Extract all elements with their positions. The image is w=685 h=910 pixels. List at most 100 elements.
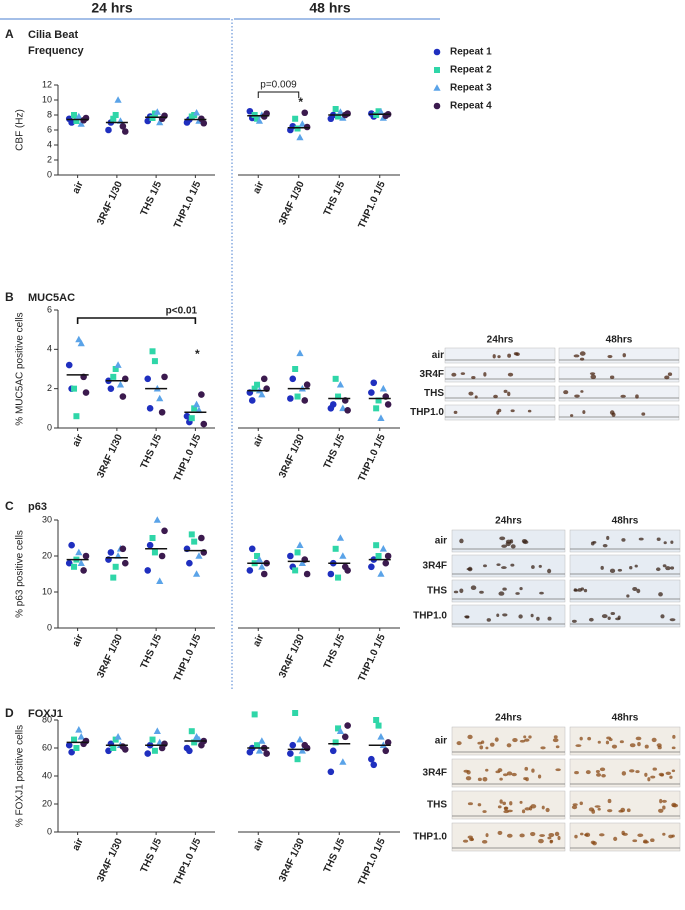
stained-nucleus (545, 807, 550, 813)
panel-letter: D (5, 706, 14, 720)
data-point (368, 755, 375, 763)
stained-nucleus (588, 617, 594, 622)
data-point (158, 552, 166, 560)
legend-marker (434, 67, 440, 73)
image-row-label: THP1.0 (413, 611, 447, 622)
significance-star: * (195, 347, 200, 361)
data-point (375, 108, 382, 115)
stained-nucleus (459, 538, 464, 544)
data-point (260, 375, 268, 383)
y-tick-label: 2 (47, 383, 52, 393)
image-row-label: air (432, 350, 444, 361)
stained-nucleus (637, 833, 644, 838)
stained-nucleus (502, 613, 508, 617)
stained-nucleus (588, 807, 595, 812)
stained-nucleus (510, 563, 515, 567)
x-tick-label: THS 1/5 (322, 836, 348, 874)
data-point (298, 559, 306, 566)
stained-nucleus (662, 805, 666, 810)
stained-nucleus (502, 773, 509, 777)
stained-nucleus (466, 770, 471, 775)
data-point (251, 385, 258, 392)
data-point (344, 567, 351, 574)
significance-bracket (257, 91, 300, 98)
data-point (200, 119, 208, 127)
stained-nucleus (506, 771, 513, 776)
data-point (379, 384, 387, 392)
data-point (336, 108, 345, 115)
y-tick-label: 80 (42, 714, 52, 724)
data-point (198, 391, 205, 398)
stained-nucleus (607, 616, 611, 620)
image-column-label: 48hrs (612, 713, 639, 724)
data-point (146, 541, 154, 549)
data-point (71, 736, 78, 743)
data-point (379, 545, 387, 552)
stained-nucleus (539, 834, 546, 837)
image-row-label: air (435, 536, 447, 547)
y-axis-label: % FOXJ1 positive cells (15, 725, 26, 827)
data-point (260, 570, 268, 578)
x-tick-label: air (71, 433, 86, 449)
data-point (303, 570, 311, 578)
data-point (82, 737, 90, 745)
data-point (112, 366, 119, 372)
x-tick-label: THP1.0 1/5 (172, 836, 204, 887)
data-point (188, 728, 195, 735)
data-point (195, 552, 203, 559)
data-point (368, 563, 375, 571)
stained-nucleus (609, 375, 615, 380)
stained-nucleus (486, 618, 491, 622)
stained-nucleus (621, 830, 625, 836)
image-column-label: 24hrs (495, 713, 522, 724)
column-header: 24 hrs (91, 0, 132, 16)
data-point (68, 748, 75, 756)
data-point (156, 577, 164, 584)
stained-nucleus (519, 833, 525, 838)
y-tick-label: 30 (42, 514, 52, 524)
x-tick-label: THP1.0 1/5 (357, 836, 389, 887)
stained-nucleus (670, 540, 674, 544)
significance-star: * (298, 95, 303, 109)
data-point (65, 741, 73, 749)
data-point (144, 375, 152, 383)
x-tick-label: air (251, 837, 266, 853)
stained-nucleus (480, 740, 485, 744)
data-point (287, 395, 294, 402)
stained-nucleus (541, 805, 545, 810)
data-point (149, 348, 156, 355)
stained-nucleus (620, 394, 626, 398)
data-point (263, 750, 270, 757)
data-point (71, 385, 78, 392)
y-axis-label: CBF (Hz) (15, 109, 26, 151)
x-tick-label: THS 1/5 (322, 432, 348, 470)
stained-nucleus (521, 539, 528, 544)
stained-nucleus (483, 372, 487, 377)
stained-nucleus (611, 744, 618, 749)
data-point (329, 747, 337, 755)
stained-nucleus (584, 832, 591, 838)
stained-nucleus (485, 746, 489, 750)
stained-nucleus (632, 586, 638, 591)
micrograph (558, 366, 680, 383)
data-point (287, 750, 294, 757)
data-point (146, 405, 154, 412)
stained-nucleus (499, 777, 503, 781)
stained-nucleus (482, 776, 488, 782)
data-point (191, 538, 198, 545)
micrograph (444, 404, 556, 421)
panel-title: p63 (28, 501, 47, 513)
stained-nucleus (643, 839, 648, 844)
stained-nucleus (555, 745, 560, 749)
micrograph (569, 790, 681, 820)
stained-nucleus (459, 588, 464, 594)
stained-nucleus (479, 745, 484, 750)
data-point (110, 373, 117, 380)
stained-nucleus (507, 353, 512, 358)
data-point (294, 549, 301, 556)
data-point (151, 747, 158, 754)
stained-nucleus (636, 588, 641, 594)
stained-nucleus (626, 594, 630, 598)
stained-nucleus (467, 734, 473, 740)
data-point (384, 739, 392, 746)
